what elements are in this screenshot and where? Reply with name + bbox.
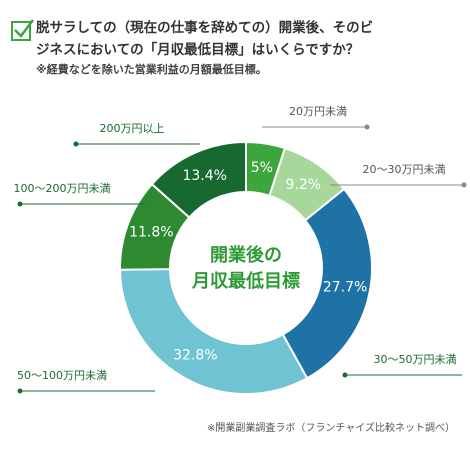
category-label: 200万円以上	[100, 122, 165, 135]
category-label: 30〜50万円未満	[374, 353, 457, 366]
category-label: 50〜100万円未満	[17, 369, 107, 382]
leader-dot	[17, 201, 23, 207]
category-label: 20〜30万円未満	[363, 163, 446, 176]
chart-subtitle: ※経費などを除いた営業利益の月額最低目標。	[36, 62, 267, 76]
check-mark	[14, 19, 34, 38]
chart-title: ジネスにおいての「月収最低目標」はいくらですか？	[36, 41, 359, 58]
donut-slice	[150, 140, 247, 219]
leader-dot	[73, 141, 79, 147]
donut-slice	[118, 268, 309, 395]
center-label: 月収最低目標	[191, 270, 300, 292]
leader-dot	[342, 372, 348, 378]
value-label: 32.8%	[173, 347, 217, 363]
category-label: 100〜200万円未満	[14, 182, 111, 195]
value-label: 27.7%	[323, 279, 367, 295]
category-label: 20万円未満	[289, 105, 347, 118]
leader-dot	[461, 182, 467, 188]
value-label: 11.8%	[129, 225, 173, 241]
value-label: 9.2%	[286, 177, 322, 193]
chart-title: 脱サラしての（現在の仕事を辞めての）開業後、そのビ	[36, 19, 373, 36]
leader-dot	[17, 388, 23, 394]
center-label: 開業後の	[210, 244, 282, 266]
source: ※開業副業調査ラボ（フランチャイズ比較ネット調べ）	[207, 421, 455, 434]
value-label: 13.4%	[182, 168, 226, 184]
value-label: 5%	[251, 160, 273, 176]
check-box	[11, 21, 31, 41]
leader-dot	[364, 124, 370, 130]
donut-slice	[281, 187, 373, 380]
